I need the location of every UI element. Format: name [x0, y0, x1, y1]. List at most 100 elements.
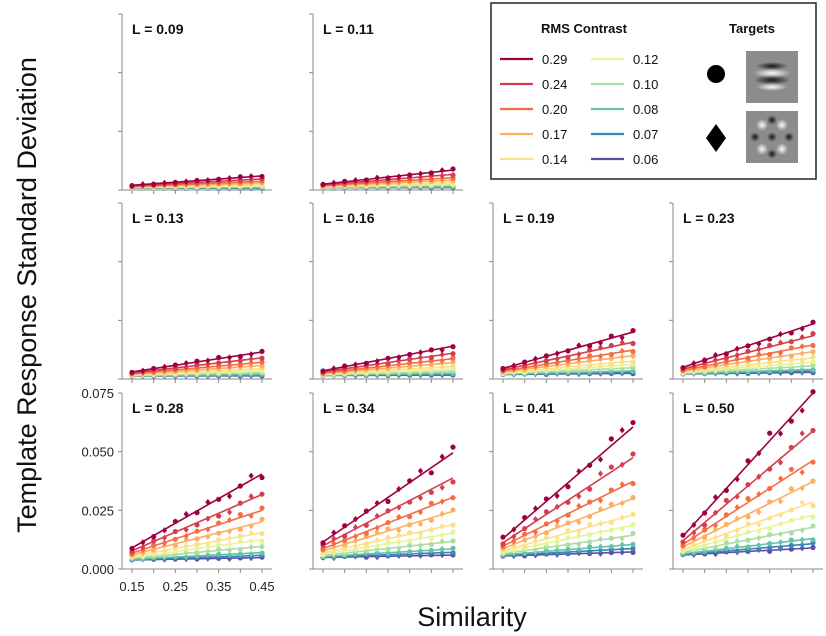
data-point-circle: [723, 545, 729, 551]
data-point-circle: [767, 355, 773, 361]
data-point-diamond: [799, 541, 805, 549]
data-point-circle: [259, 505, 265, 511]
data-point-circle: [172, 542, 178, 548]
data-point-circle: [745, 343, 751, 349]
data-point-diamond: [417, 534, 424, 541]
data-point-diamond: [439, 549, 445, 556]
data-point-circle: [237, 353, 243, 360]
data-point-diamond: [396, 354, 402, 361]
data-point-circle: [630, 522, 636, 528]
data-point-diamond: [734, 345, 740, 352]
data-point-diamond: [712, 361, 719, 368]
data-point-circle: [810, 354, 816, 360]
data-point-diamond: [777, 364, 784, 371]
data-point-circle: [630, 353, 636, 359]
data-point-diamond: [183, 553, 189, 561]
data-point-circle: [810, 367, 816, 373]
data-point-diamond: [161, 179, 168, 187]
data-point-circle: [723, 487, 729, 493]
data-point-circle: [767, 540, 773, 547]
data-point-circle: [522, 550, 528, 556]
data-point-circle: [565, 484, 571, 490]
data-point-circle: [428, 361, 434, 367]
data-point-circle: [428, 176, 434, 183]
data-point-circle: [745, 544, 751, 550]
y-tick-label: 0.000: [81, 562, 114, 577]
data-point-circle: [767, 336, 773, 342]
data-point-diamond: [799, 343, 805, 350]
data-point-circle: [788, 444, 794, 451]
data-point-diamond: [712, 526, 719, 533]
data-point-diamond: [777, 498, 784, 505]
data-point-diamond: [161, 539, 168, 547]
data-point-circle: [363, 508, 369, 514]
data-point-circle: [680, 532, 686, 538]
data-point-circle: [608, 487, 614, 493]
data-point-circle: [237, 526, 243, 532]
data-point-diamond: [352, 546, 359, 553]
data-point-diamond: [374, 357, 380, 365]
data-point-diamond: [554, 522, 560, 529]
data-point-circle: [428, 535, 434, 542]
data-point-circle: [723, 355, 729, 361]
data-point-circle: [680, 543, 686, 549]
data-point-diamond: [691, 545, 697, 553]
data-point-diamond: [439, 167, 445, 174]
data-point-circle: [194, 536, 200, 542]
data-point-circle: [428, 500, 434, 506]
legend-label: 0.08: [633, 102, 658, 117]
y-tick-label: 0.025: [81, 503, 114, 518]
legend-label: 0.12: [633, 52, 658, 67]
data-point-diamond: [597, 352, 604, 360]
data-point-circle: [522, 525, 528, 532]
data-point-diamond: [756, 356, 762, 363]
data-point-circle: [407, 538, 413, 544]
data-point-diamond: [597, 543, 604, 550]
data-point-diamond: [619, 365, 625, 373]
data-point-circle: [702, 357, 708, 363]
data-point-circle: [259, 355, 265, 361]
data-point-diamond: [554, 517, 560, 525]
data-point-diamond: [597, 339, 604, 347]
data-point-circle: [723, 351, 729, 357]
data-point-diamond: [183, 542, 189, 550]
data-point-diamond: [619, 481, 625, 488]
panel-1: L = 0.09: [118, 13, 272, 194]
data-point-circle: [630, 419, 636, 426]
data-point-diamond: [734, 532, 740, 539]
panel-5: L = 0.19: [489, 202, 643, 383]
data-point-diamond: [734, 351, 740, 359]
data-point-diamond: [734, 527, 740, 534]
data-point-diamond: [619, 334, 625, 341]
panel-6: L = 0.23: [669, 202, 823, 383]
data-point-diamond: [226, 516, 233, 524]
data-point-diamond: [140, 367, 146, 374]
data-point-diamond: [756, 450, 762, 457]
data-point-circle: [788, 339, 794, 345]
data-point-diamond: [734, 359, 740, 366]
target-blob: [756, 143, 768, 155]
data-point-diamond: [799, 527, 805, 534]
data-point-circle: [172, 536, 178, 542]
data-point-circle: [363, 360, 369, 366]
data-point-diamond: [554, 550, 560, 557]
data-point-circle: [608, 527, 614, 533]
data-point-circle: [450, 351, 456, 357]
data-point-diamond: [205, 526, 211, 533]
data-point-circle: [172, 362, 178, 368]
data-point-diamond: [734, 363, 740, 371]
data-point-diamond: [576, 502, 582, 510]
data-point-diamond: [205, 360, 211, 368]
data-point-circle: [723, 512, 729, 518]
data-point-diamond: [439, 532, 445, 539]
data-point-diamond: [756, 521, 762, 528]
data-point-circle: [342, 537, 348, 544]
data-point-diamond: [712, 351, 719, 359]
data-point-diamond: [439, 510, 445, 517]
data-point-diamond: [248, 359, 254, 366]
data-point-circle: [587, 343, 593, 349]
data-point-circle: [767, 351, 773, 358]
data-point-diamond: [140, 544, 146, 551]
data-point-diamond: [374, 549, 380, 556]
target-band: [756, 83, 788, 91]
